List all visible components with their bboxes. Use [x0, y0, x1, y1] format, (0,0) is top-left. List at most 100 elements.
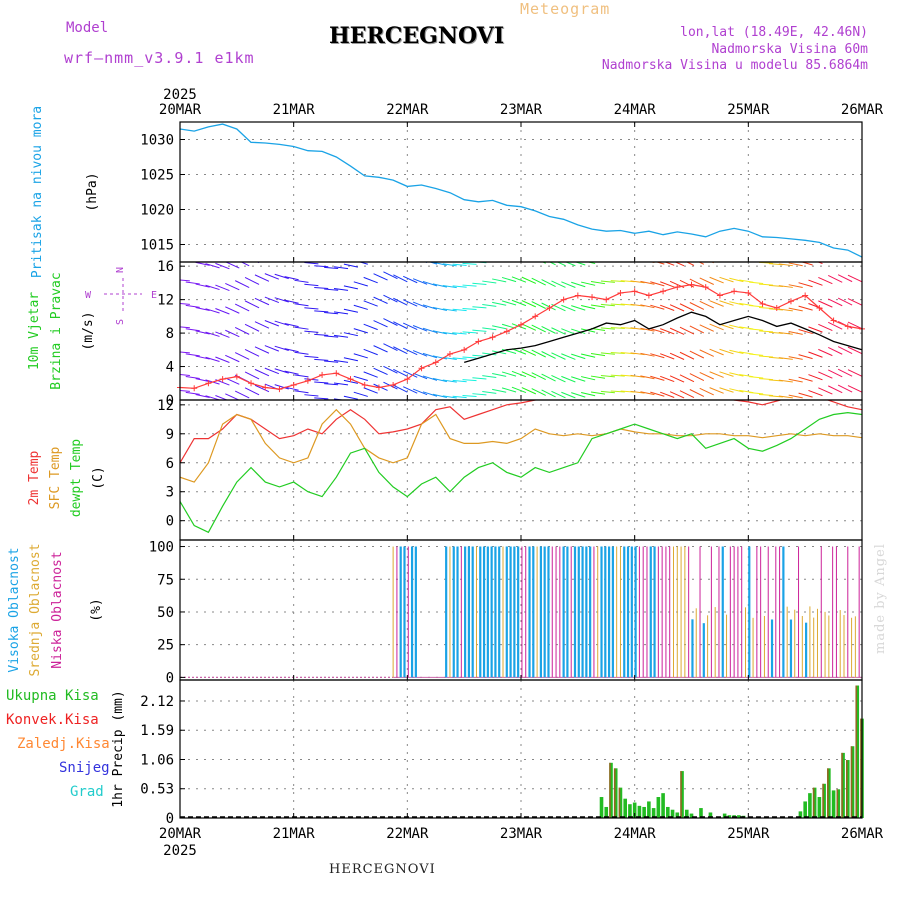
wind-vector [831, 262, 833, 263]
wind-vector [264, 296, 280, 304]
precip-bar [632, 802, 637, 818]
y-tick-label-2-3: 9 [166, 427, 174, 443]
wind-speed-marker [390, 381, 397, 388]
precip-conv-bar [613, 768, 616, 818]
bottom-axis-year: 2025 [163, 843, 197, 859]
precip-bar [628, 804, 632, 818]
wind-vector [759, 283, 774, 286]
wind-vector [798, 282, 813, 288]
wind-vector [521, 348, 537, 356]
wind-vector [180, 302, 190, 305]
wind-vector [284, 348, 299, 353]
wind-vector [294, 326, 309, 330]
bottom-axis-label-2: 22MAR [386, 826, 429, 842]
y-tick-label-0-2: 1025 [140, 168, 174, 184]
wind-vector [749, 305, 764, 308]
wind-vector [215, 284, 230, 292]
wind-vector [759, 330, 774, 333]
wind-vector [564, 262, 576, 267]
wind-vector [729, 349, 744, 355]
wind-vector [590, 391, 606, 395]
pressure-label: Pritisak na nivou mora [30, 106, 45, 278]
wind-vector [759, 355, 774, 358]
wind-vector [512, 255, 526, 260]
wind-vector [610, 352, 625, 355]
y-tick-label-1-1: 4 [166, 360, 174, 376]
wind-vector [244, 348, 260, 357]
wind-vector [571, 305, 586, 311]
wind-vector [225, 329, 240, 338]
precip-bar [661, 793, 665, 818]
wind-speed-marker [702, 284, 709, 291]
cloud-high-label: Visoka Oblacnost [7, 547, 22, 672]
wind-vector [195, 283, 210, 288]
wind-vector [180, 278, 181, 279]
wind-vector [393, 321, 408, 330]
bottom-axis-label-4: 24MAR [614, 826, 657, 842]
wind-vector [798, 376, 813, 382]
wind-vector [244, 323, 260, 332]
temp-2m-label: 2m Temp [27, 450, 42, 505]
wind-vector [660, 328, 675, 335]
wind-vector [788, 307, 803, 312]
wind-vector [353, 281, 368, 287]
precip-bar [850, 746, 855, 818]
compass-s: S [115, 319, 126, 325]
wind-vector [663, 262, 675, 266]
wind-vector [264, 367, 280, 375]
wind-vector [778, 263, 793, 267]
elevation-label: Nadmorska Visina 60m [711, 42, 868, 57]
wind-vector [837, 346, 853, 355]
wind-vector [225, 377, 240, 385]
wind-vector [511, 386, 527, 394]
wind-speed-marker [617, 289, 624, 296]
wind-vector [254, 368, 270, 377]
wind-vector [234, 280, 250, 288]
precip-bar [647, 801, 651, 818]
wind-vector [343, 357, 359, 362]
wind-vector [205, 284, 220, 291]
precip-conv-bar [812, 787, 815, 818]
wind-speed-marker [759, 300, 766, 307]
wind-vector [561, 304, 576, 312]
wind-vector [650, 281, 665, 287]
wind-vector [254, 297, 270, 306]
wind-vector [432, 393, 447, 398]
wind-vector [828, 385, 843, 394]
temp-sfc-line [180, 408, 862, 483]
wind-vector [630, 327, 645, 331]
wind-vector [551, 390, 566, 399]
wind-vector [729, 301, 744, 306]
wind-speed-marker [489, 334, 496, 341]
wind-vector [185, 391, 200, 395]
wind-vector [808, 279, 823, 286]
wind-vector [502, 256, 516, 260]
wind-vector [551, 280, 566, 288]
wind-vector [393, 253, 407, 260]
compass-cross [104, 278, 142, 314]
wind-vector [383, 294, 398, 303]
wind-vector [422, 375, 438, 381]
wind-vector [650, 353, 665, 359]
wind-vector [586, 262, 596, 265]
wind-vector [393, 346, 408, 355]
wind-vector [590, 352, 606, 357]
wind-vector [333, 382, 349, 386]
wind-speed-marker [432, 359, 439, 366]
precip-bar [609, 762, 613, 818]
wind-vector [225, 262, 240, 269]
wind-vector [324, 266, 339, 270]
wind-vector [452, 308, 467, 312]
wind-speed-marker [603, 296, 610, 303]
wind-speed-marker [375, 384, 382, 391]
wind-vector [462, 394, 477, 397]
wind-vector [324, 288, 339, 291]
wind-vector [838, 253, 852, 260]
precip-bar [680, 771, 684, 818]
wind-vector [798, 392, 813, 398]
wind-vector [699, 349, 714, 357]
wind-vector [818, 348, 833, 357]
wind-vector [462, 262, 477, 265]
wind-vector [234, 390, 250, 399]
wind-vector [837, 384, 853, 393]
